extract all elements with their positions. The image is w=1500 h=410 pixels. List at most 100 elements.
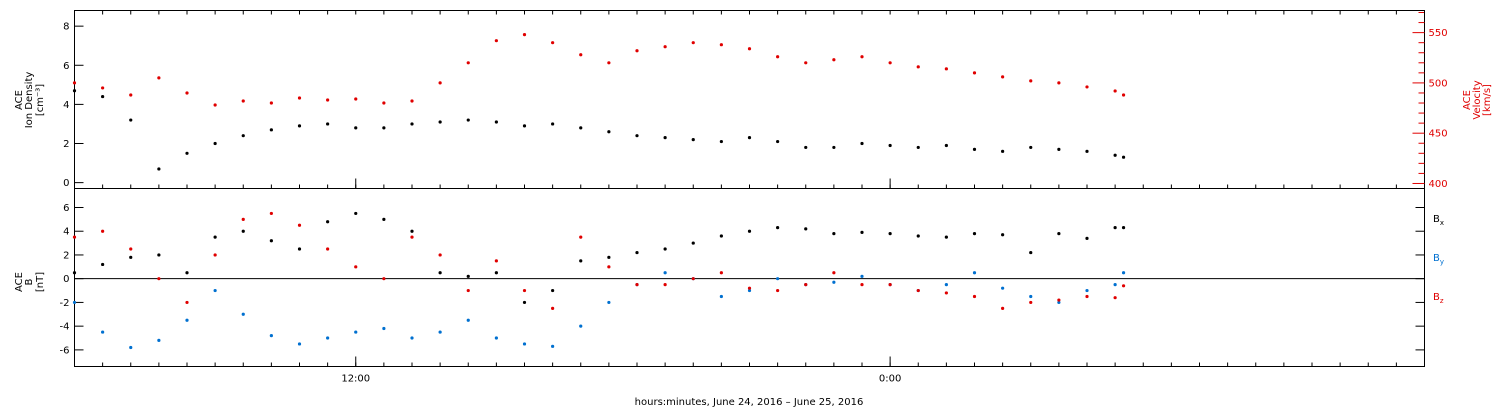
data-point [972, 147, 977, 151]
data-point [129, 255, 133, 259]
data-point [522, 288, 527, 293]
data-point [410, 229, 414, 233]
velocity-tick-label: 500 [1429, 78, 1448, 89]
b-label-line2: B [24, 278, 35, 285]
data-point [410, 235, 414, 239]
b-ticks: -6 -4 -2 0 2 4 6 [60, 203, 1425, 356]
data-point [213, 103, 217, 107]
data-point [1121, 284, 1126, 288]
data-point [663, 45, 667, 49]
data-point [1029, 294, 1033, 299]
data-point [326, 220, 330, 224]
velocity-tick-label: 450 [1429, 129, 1448, 140]
data-point [1121, 93, 1126, 97]
data-point [410, 122, 414, 126]
data-point [579, 126, 583, 130]
velocity-label-line2: Velocity [1472, 80, 1483, 119]
data-point [129, 118, 133, 122]
density-label-line1: ACE [14, 90, 25, 110]
data-point [157, 277, 161, 281]
data-point [522, 33, 527, 37]
data-point [1057, 298, 1061, 302]
data-point [354, 330, 358, 334]
data-point [326, 98, 330, 102]
x-axis-ticks: 12:00 0:00 [74, 10, 1425, 385]
data-point [1085, 85, 1089, 89]
data-point [157, 167, 161, 171]
data-point [804, 227, 808, 231]
data-point [776, 226, 780, 230]
data-point [832, 271, 836, 275]
data-point [944, 143, 948, 148]
data-point [213, 288, 217, 293]
bottom-panel: ACE B [nT] -6 -4 -2 0 2 4 6 Bx By Bz [14, 188, 1444, 367]
data-point [72, 81, 77, 85]
density-label-line2: Ion Density [24, 72, 35, 129]
data-point [185, 91, 189, 95]
data-point [269, 211, 273, 216]
data-point [438, 330, 442, 334]
data-point [354, 211, 358, 216]
data-point [1085, 288, 1089, 293]
data-point [494, 259, 498, 263]
data-point [326, 247, 330, 251]
data-point [185, 300, 189, 305]
x-tick-label: 12:00 [341, 374, 370, 385]
data-point [888, 231, 892, 236]
data-point [129, 345, 133, 350]
b-tick-label: 0 [63, 274, 69, 285]
data-point [269, 239, 273, 243]
data-point [466, 288, 470, 293]
bottom-panel-frame [74, 188, 1425, 367]
data-point [663, 283, 667, 287]
data-point [1001, 149, 1005, 153]
data-point [860, 141, 864, 146]
data-point [157, 76, 161, 80]
data-point [494, 39, 498, 43]
data-point [129, 247, 133, 251]
data-point [522, 124, 527, 128]
data-point [691, 277, 695, 281]
data-point [916, 65, 920, 69]
data-point [1113, 226, 1117, 230]
data-point [1029, 79, 1033, 83]
density-tick-label: 8 [63, 22, 69, 33]
data-point [719, 271, 723, 275]
data-point [1029, 145, 1033, 150]
data-point [241, 229, 245, 233]
data-point [944, 235, 948, 239]
data-point [972, 231, 977, 236]
data-point [185, 318, 189, 322]
data-point [776, 139, 780, 144]
data-point [719, 294, 723, 299]
data-point [269, 334, 273, 338]
data-point [747, 47, 752, 51]
legend-item-bz: Bz [1433, 292, 1444, 305]
data-point [832, 58, 836, 62]
data-point [1029, 250, 1033, 255]
data-point [663, 136, 667, 140]
data-point [494, 271, 498, 275]
data-point [635, 134, 639, 138]
velocity-tick-label: 550 [1429, 28, 1448, 39]
data-point [241, 217, 245, 221]
data-point [916, 145, 920, 150]
data-point [916, 234, 920, 238]
x-tick-label: 0:00 [879, 374, 901, 385]
data-point [1001, 306, 1005, 310]
x-axis-title: hours:minutes, June 24, 2016 – June 25, … [635, 397, 864, 408]
data-point [354, 126, 358, 130]
data-point [888, 283, 892, 287]
data-point [691, 41, 695, 45]
data-point [860, 230, 864, 235]
data-point [551, 41, 555, 45]
data-point [607, 300, 611, 305]
data-point [832, 145, 836, 150]
data-point [213, 253, 217, 257]
b-tick-label: -2 [60, 298, 70, 309]
data-point [635, 49, 639, 53]
data-point [382, 217, 386, 221]
data-point [972, 294, 977, 299]
data-point [1113, 153, 1117, 157]
